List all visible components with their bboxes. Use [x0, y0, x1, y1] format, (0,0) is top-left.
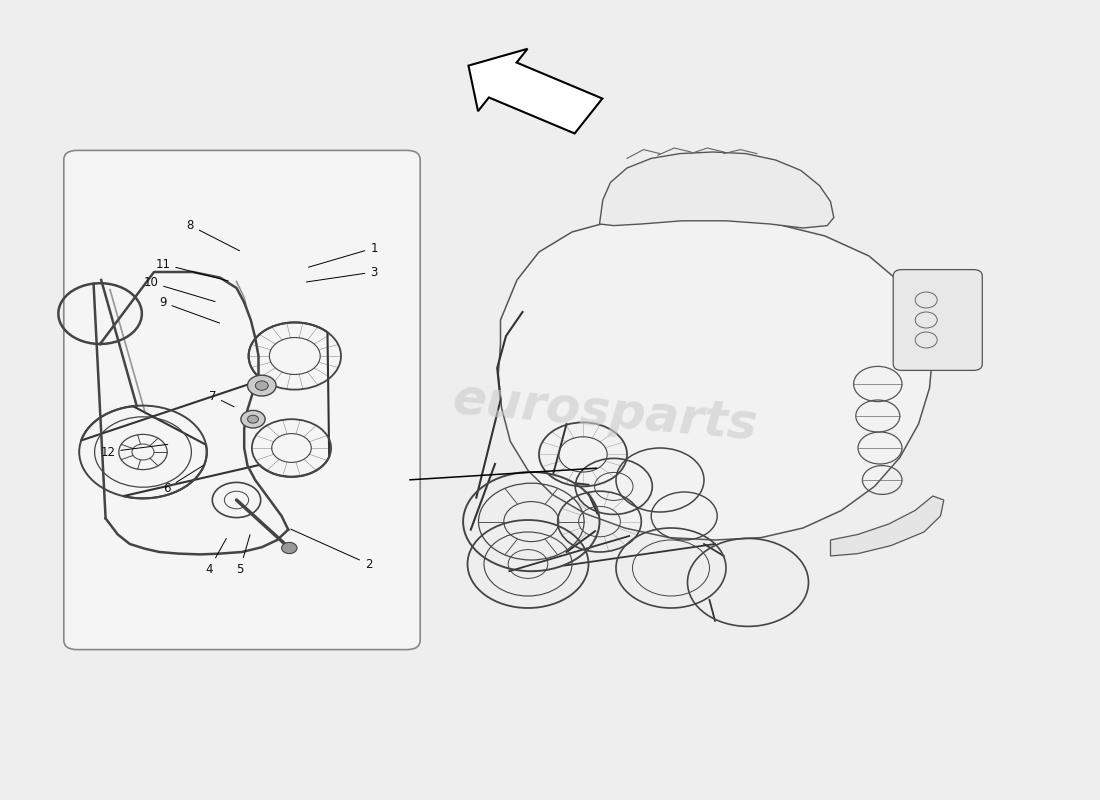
Text: 11: 11	[155, 258, 229, 281]
Text: 10: 10	[143, 276, 216, 302]
Circle shape	[248, 375, 276, 396]
Polygon shape	[498, 216, 933, 540]
Polygon shape	[830, 496, 944, 556]
Circle shape	[282, 542, 297, 554]
FancyBboxPatch shape	[64, 150, 420, 650]
Circle shape	[255, 381, 268, 390]
Text: 7: 7	[209, 390, 234, 406]
Circle shape	[248, 415, 258, 423]
Text: eurosparts: eurosparts	[451, 374, 759, 450]
Polygon shape	[600, 152, 834, 228]
Text: 9: 9	[160, 296, 220, 323]
Text: 6: 6	[164, 466, 204, 494]
Text: 8: 8	[187, 219, 240, 250]
Text: 12: 12	[100, 444, 167, 458]
Polygon shape	[469, 49, 603, 134]
Text: 2: 2	[290, 529, 372, 570]
Text: 1: 1	[308, 242, 377, 267]
Circle shape	[241, 410, 265, 428]
FancyBboxPatch shape	[893, 270, 982, 370]
Text: 3: 3	[306, 266, 377, 282]
Text: 4: 4	[206, 538, 227, 576]
Text: 5: 5	[236, 534, 250, 576]
